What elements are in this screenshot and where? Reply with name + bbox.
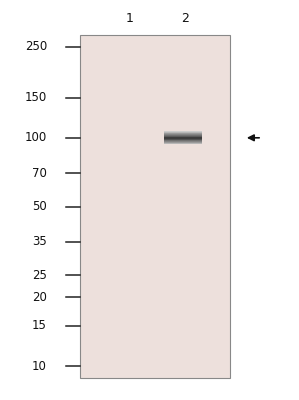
Text: 250: 250 (25, 40, 47, 54)
Bar (164, 132, 202, 133)
Text: 35: 35 (32, 235, 47, 248)
Text: 2: 2 (181, 12, 189, 24)
Text: 50: 50 (32, 200, 47, 213)
Text: 25: 25 (32, 269, 47, 282)
Text: 150: 150 (25, 91, 47, 104)
Bar (164, 135, 202, 136)
Text: 100: 100 (25, 131, 47, 144)
Bar (164, 140, 202, 141)
Text: 70: 70 (32, 167, 47, 180)
Bar (164, 139, 202, 140)
Bar (164, 143, 202, 144)
Bar (164, 141, 202, 142)
Bar (164, 136, 202, 137)
Bar (164, 133, 202, 134)
Bar (80, 35, 230, 378)
Bar (164, 134, 202, 135)
Text: 10: 10 (32, 360, 47, 372)
Bar (164, 138, 202, 139)
Bar (164, 131, 202, 132)
Bar (164, 137, 202, 138)
Text: 1: 1 (126, 12, 134, 24)
Text: 20: 20 (32, 291, 47, 304)
Text: 15: 15 (32, 319, 47, 332)
Bar (164, 142, 202, 143)
